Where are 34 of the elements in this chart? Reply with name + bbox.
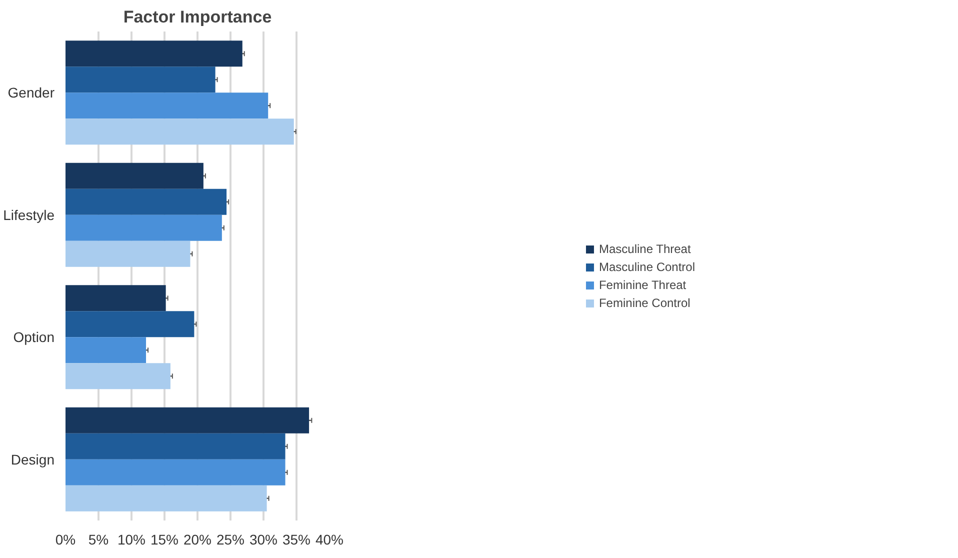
bar bbox=[66, 118, 294, 145]
y-tick-label: Gender bbox=[8, 84, 55, 101]
legend-label: Feminine Threat bbox=[598, 278, 686, 292]
x-tick-label: 15% bbox=[150, 532, 179, 548]
bar bbox=[66, 92, 268, 119]
legend-label: Feminine Control bbox=[598, 296, 690, 310]
x-tick-label: 40% bbox=[315, 532, 344, 548]
y-tick-label: Option bbox=[13, 329, 54, 346]
x-tick-label: 10% bbox=[117, 532, 146, 548]
bar bbox=[66, 337, 146, 364]
bar bbox=[66, 162, 204, 189]
legend-label: Masculine Control bbox=[598, 260, 696, 274]
chart-title: Factor Importance bbox=[123, 8, 272, 26]
bar bbox=[66, 188, 227, 215]
bar bbox=[66, 285, 166, 312]
bar bbox=[66, 485, 267, 512]
x-tick-label: 35% bbox=[282, 532, 311, 548]
bar bbox=[66, 40, 242, 67]
bar bbox=[66, 459, 286, 486]
bar bbox=[66, 407, 310, 434]
bar bbox=[66, 214, 222, 241]
bar bbox=[66, 363, 170, 390]
x-tick-label: 20% bbox=[183, 532, 212, 548]
bar bbox=[66, 311, 194, 338]
bar bbox=[66, 66, 216, 93]
bar bbox=[66, 240, 190, 267]
y-tick-label: Design bbox=[10, 451, 55, 468]
y-tick-label: Lifestyle bbox=[3, 206, 55, 223]
x-tick-label: 0% bbox=[55, 532, 76, 548]
x-tick-label: 30% bbox=[249, 532, 278, 548]
legend-label: Masculine Threat bbox=[598, 242, 691, 256]
x-tick-label: 25% bbox=[216, 532, 245, 548]
x-tick-label: 5% bbox=[88, 532, 109, 548]
bar bbox=[66, 433, 286, 460]
